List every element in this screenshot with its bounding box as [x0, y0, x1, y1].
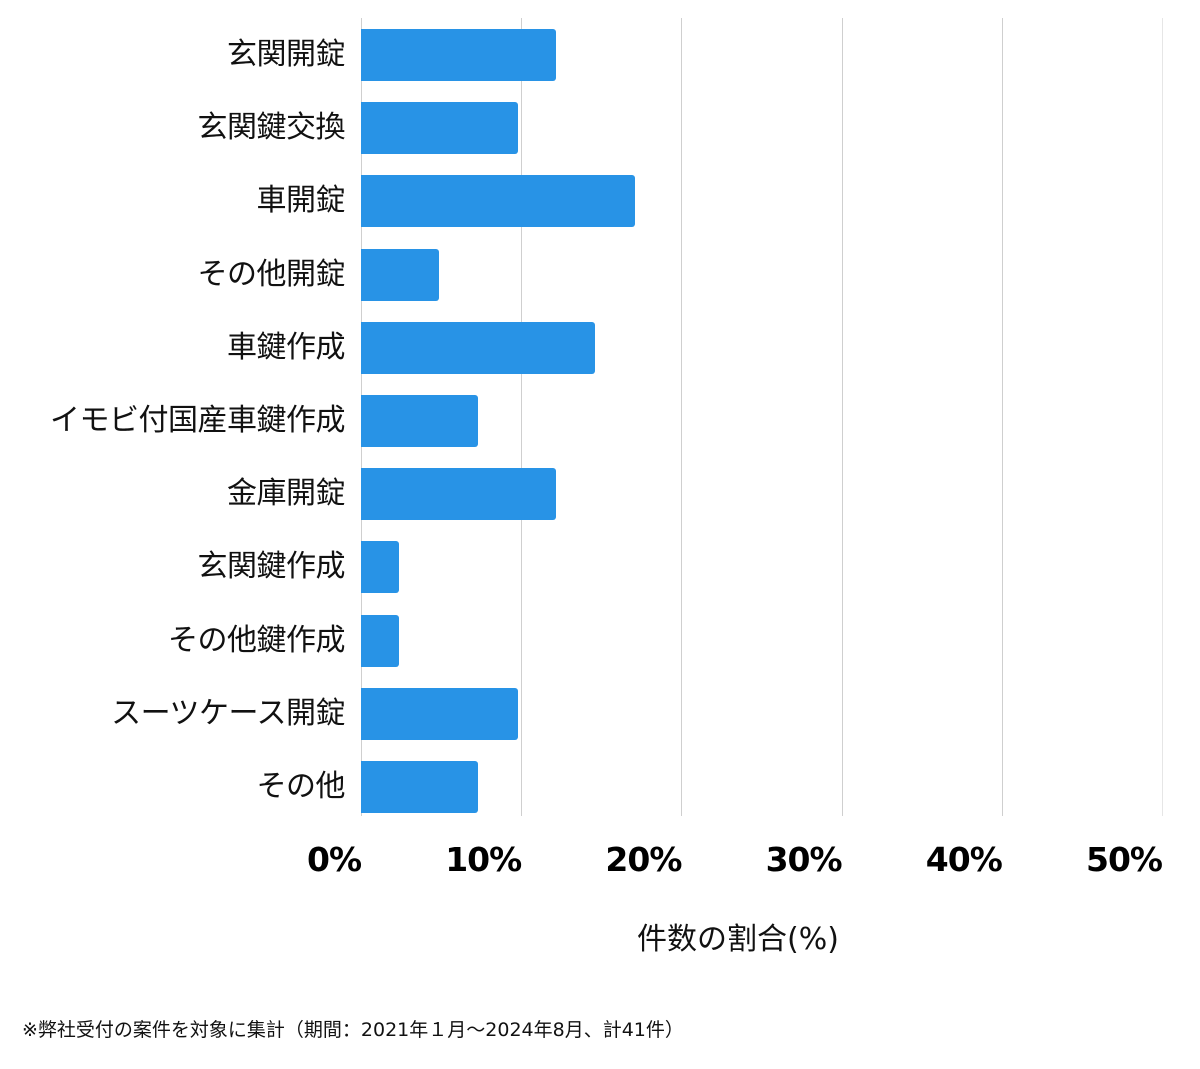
gridline	[1162, 18, 1163, 816]
bar	[361, 102, 518, 155]
plot-area	[361, 18, 1163, 816]
category-label: 車開錠	[256, 183, 346, 219]
category-label: 玄関鍵交換	[197, 110, 346, 146]
x-tick-label: 40%	[925, 840, 1003, 879]
category-label: その他	[256, 769, 346, 804]
gridline	[841, 18, 843, 816]
bar	[361, 248, 440, 301]
gridline	[681, 18, 683, 816]
category-label: スーツケース開錠	[111, 695, 345, 731]
x-tick-label: 0%	[307, 840, 362, 879]
bar	[361, 614, 400, 667]
bar	[361, 321, 595, 374]
bar	[361, 761, 478, 813]
bar	[361, 395, 478, 447]
bar	[361, 29, 557, 81]
category-label: 金庫開錠	[227, 476, 346, 512]
bar	[361, 175, 635, 228]
category-label: 玄関開錠	[227, 37, 346, 72]
bar	[361, 541, 400, 594]
x-tick-label: 50%	[1086, 840, 1163, 879]
category-label: その他開錠	[197, 256, 346, 292]
gridline	[1001, 18, 1003, 816]
bar	[361, 468, 557, 521]
x-tick-label: 20%	[605, 840, 682, 879]
gridline	[521, 18, 523, 816]
category-label: その他鍵作成	[168, 622, 346, 658]
bar	[361, 687, 518, 740]
category-label: 車鍵作成	[227, 329, 346, 365]
category-label: イモビ付国産車鍵作成	[50, 403, 346, 438]
footnote: ※弊社受付の案件を対象に集計（期間：2021年１月〜2024年8月、計41件）	[22, 1019, 684, 1041]
x-tick-label: 30%	[765, 840, 843, 879]
x-tick-label: 10%	[445, 840, 522, 879]
category-label: 玄関鍵作成	[197, 549, 346, 585]
x-axis-label: 件数の割合(%)	[637, 922, 839, 957]
